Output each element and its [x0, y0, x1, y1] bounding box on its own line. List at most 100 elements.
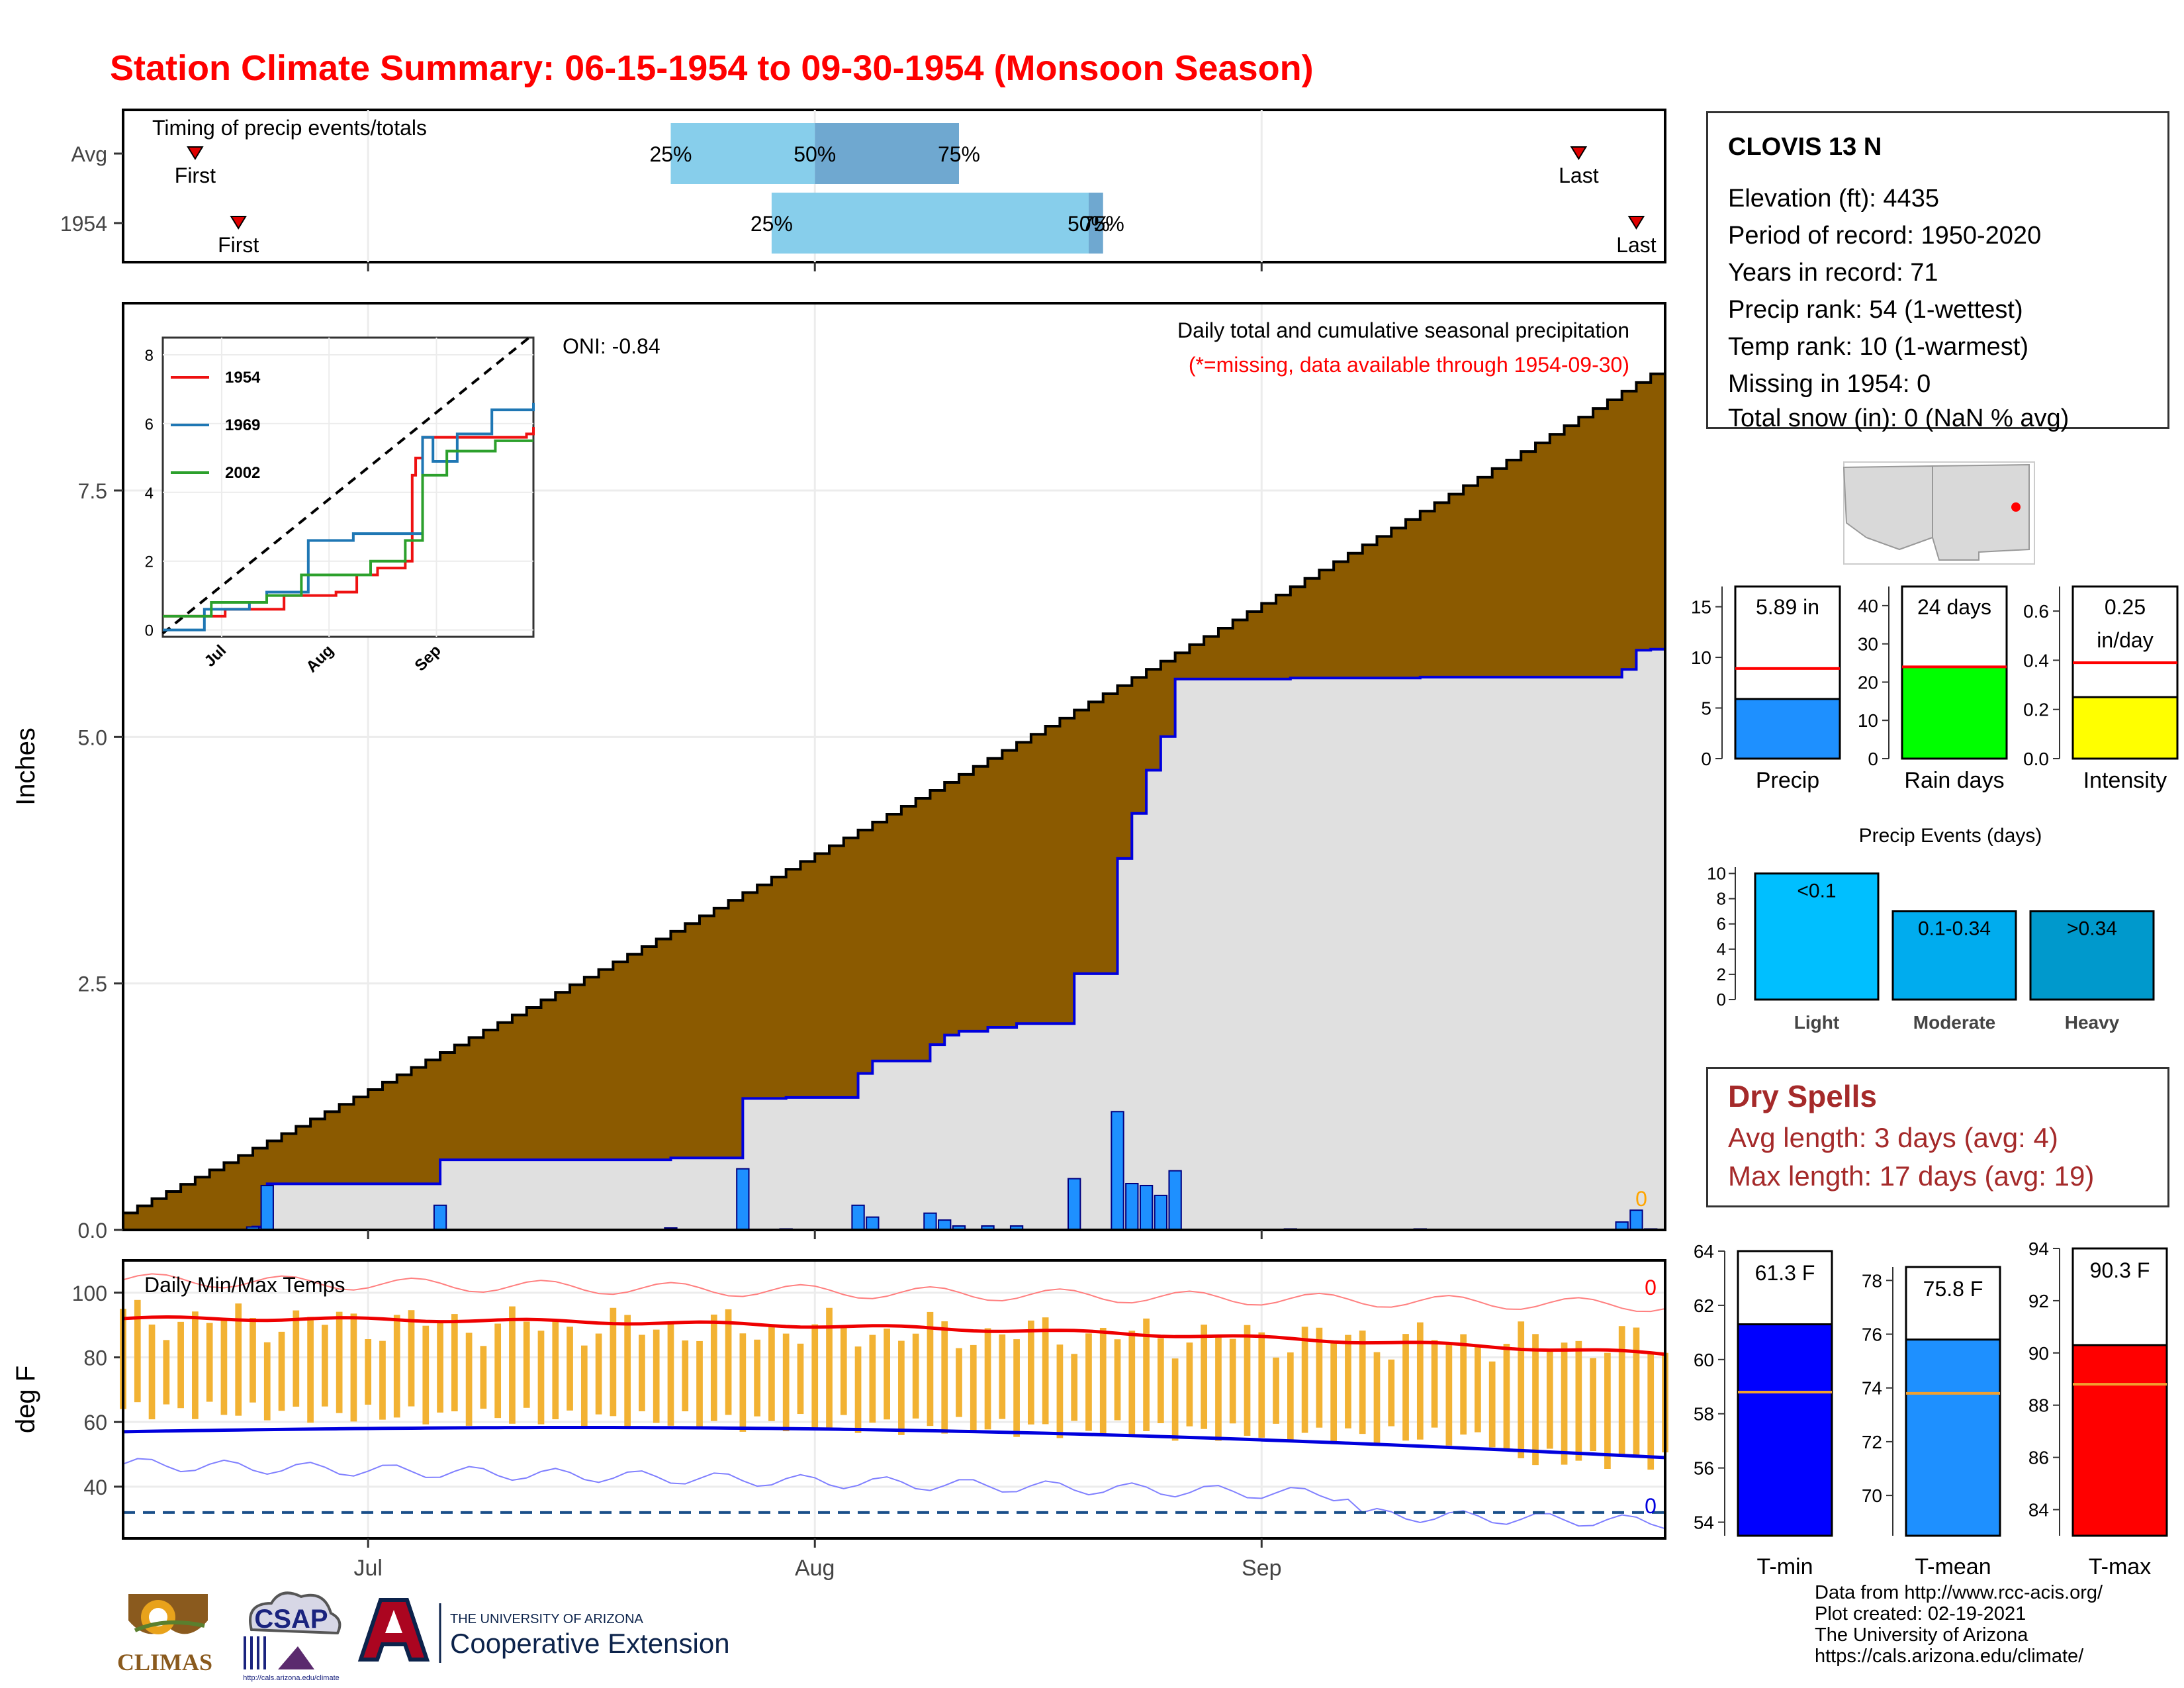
- daily-temp-bar: [826, 1307, 833, 1428]
- events-chart: Precip Events (days) 0 2 4 6 8 10 <0.1 Light 0.1-…: [1707, 825, 2155, 1033]
- cumulative-1954-area: [123, 649, 1665, 1230]
- inset-legend-label: 1969: [225, 416, 260, 434]
- events-bar-range: 0.1-0.34: [1918, 918, 1991, 940]
- daily-temp-bar: [322, 1325, 328, 1407]
- temp-ylabel: deg F: [11, 1366, 40, 1433]
- daily-temp-bar: [177, 1321, 184, 1409]
- daily-temp-bar: [1633, 1327, 1640, 1457]
- ua-block-a-icon: THE UNIVERSITY OF ARIZONA Cooperative Ex…: [357, 1598, 730, 1663]
- daily-precip-bar: [736, 1168, 750, 1231]
- avg-min-temp-line: [122, 1425, 1666, 1460]
- location-map: [1843, 461, 2035, 565]
- csap-wordmark: CSAP: [254, 1605, 328, 1634]
- temp-bar-value: [2071, 1344, 2168, 1537]
- daily-temp-bar: [710, 1314, 717, 1421]
- daily-temp-bar: [1128, 1331, 1136, 1437]
- daily-temp-bar: [1488, 1361, 1496, 1448]
- events-ytick-label: 4: [1717, 939, 1726, 959]
- daily-temp-bar: [725, 1309, 732, 1415]
- daily-temp-bar: [235, 1303, 242, 1416]
- daily-temp-bar: [293, 1310, 300, 1407]
- daily-temp-bar: [422, 1325, 430, 1425]
- daily-temp-bar: [580, 1345, 588, 1429]
- record-high-line: [122, 1273, 1666, 1313]
- mini-bar-value-label: 0.25: [2105, 595, 2146, 619]
- inset-frame: [161, 336, 535, 638]
- daily-temp-bar: [163, 1340, 170, 1405]
- daily-precip-bar: [1111, 1111, 1124, 1231]
- daily-temp-bar: [1085, 1333, 1092, 1431]
- daily-temp-bar: [639, 1335, 645, 1411]
- events-bar-label: Light: [1794, 1012, 1839, 1033]
- dry-spells-max: Max length: 17 days (avg: 19): [1728, 1160, 2095, 1192]
- temp-bar-label: T-max: [2089, 1554, 2151, 1579]
- daily-temp-bar: [379, 1340, 386, 1420]
- mini-bar-value-label: 5.89 in: [1756, 595, 1819, 619]
- inset-ytick-label: 2: [145, 553, 154, 571]
- daily-temp-bar: [1013, 1339, 1020, 1437]
- temp-bar-ytick-label: 74: [1862, 1378, 1882, 1399]
- daily-temp-bar: [1359, 1331, 1366, 1434]
- daily-temp-bar: [350, 1313, 357, 1422]
- daily-temp-bar: [1273, 1357, 1279, 1424]
- daily-temp-bar: [884, 1329, 890, 1420]
- mini-bar-value: [1901, 665, 2008, 760]
- csap-cloud-icon: CSAP http://cals.arizona.edu/climate: [243, 1591, 341, 1682]
- daily-temp-bar: [307, 1317, 314, 1423]
- oni-label: ONI: -0.84: [563, 334, 660, 358]
- daily-temp-bar: [1345, 1335, 1351, 1429]
- daily-temp-bar: [1215, 1335, 1222, 1441]
- daily-temp-bar: [854, 1346, 862, 1433]
- mini-bar-value-label: in/day: [2097, 628, 2153, 652]
- deficit-area: [123, 365, 1665, 1230]
- ua-large-text: Cooperative Extension: [450, 1628, 730, 1659]
- mini-bar-value-label: 24 days: [1917, 595, 1991, 619]
- station-missing: Missing in 1954: 0: [1728, 370, 1931, 398]
- events-title: Precip Events (days): [1859, 825, 2042, 847]
- daily-temp-bar: [1316, 1327, 1323, 1428]
- timing-first-marker: [187, 146, 204, 160]
- precip-ytick-label: 5.0: [78, 726, 107, 749]
- daily-temp-bar: [192, 1311, 199, 1419]
- temp-bar-ytick-label: 62: [1694, 1295, 1714, 1316]
- daily-temp-bar: [206, 1323, 213, 1402]
- events-bar-range: >0.34: [2067, 918, 2117, 940]
- daily-temp-bar: [1258, 1332, 1265, 1438]
- daily-precip-bar: [1125, 1183, 1139, 1231]
- daily-temp-bar: [1604, 1352, 1611, 1470]
- mini-bar-label: Rain days: [1904, 768, 2004, 793]
- daily-temp-bar: [1171, 1358, 1179, 1441]
- inset-ytick-label: 8: [145, 347, 154, 365]
- daily-precip-bar: [1168, 1170, 1182, 1231]
- daily-temp-bar: [523, 1321, 530, 1408]
- page-title: Station Climate Summary: 06-15-1954 to 0…: [110, 48, 1314, 88]
- credit-url: https://cals.arizona.edu/climate/: [1815, 1646, 2084, 1667]
- precip-ytick-label: 2.5: [78, 972, 107, 996]
- station-precip-rank: Precip rank: 54 (1-wettest): [1728, 296, 2023, 324]
- station-name: CLOVIS 13 N: [1728, 133, 1882, 161]
- precip-ylabel: Inches: [11, 727, 40, 806]
- daily-temp-bar: [1042, 1317, 1049, 1425]
- events-bar: [1754, 872, 1880, 1001]
- station-temp-rank: Temp rank: 10 (1-warmest): [1728, 333, 2029, 361]
- credits: Data from http://www.rcc-acis.org/ Plot …: [1815, 1582, 2103, 1667]
- daily-temp-bar: [768, 1327, 775, 1421]
- daily-temp-bar: [1229, 1338, 1236, 1424]
- mini-bar-value: [2071, 696, 2179, 760]
- daily-temp-bar: [1546, 1350, 1553, 1449]
- xtick-label: Aug: [795, 1556, 835, 1581]
- inset-ytick-label: 0: [145, 622, 154, 640]
- temp-bar-label: T-min: [1757, 1554, 1813, 1579]
- daily-temp-bar: [840, 1327, 847, 1415]
- daily-temp-bar: [984, 1328, 991, 1430]
- daily-temp-bar: [912, 1333, 919, 1419]
- credit-data-source: Data from http://www.rcc-acis.org/: [1815, 1582, 2103, 1603]
- station-info-box: CLOVIS 13 N Elevation (ft): 4435 Period …: [1706, 111, 2169, 432]
- dry-spells-title: Dry Spells: [1728, 1079, 1877, 1113]
- climas-wordmark: CLIMAS: [117, 1649, 212, 1675]
- temp-panel-label: Daily Min/Max Temps: [144, 1273, 345, 1297]
- mini-bar-ytick-label: 0.2: [2023, 700, 2049, 720]
- mini-bar-ytick-label: 5: [1701, 698, 1711, 719]
- inset-legend-label: 1954: [225, 369, 261, 387]
